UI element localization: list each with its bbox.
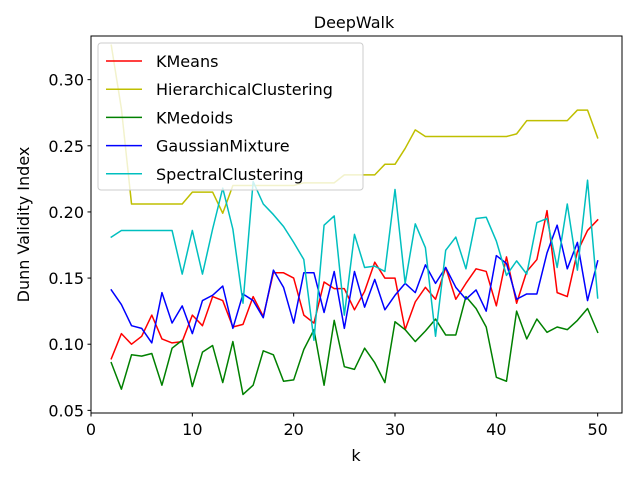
legend-label-4: SpectralClustering: [156, 165, 304, 184]
series-line-2: [110, 295, 599, 396]
plot-frame: [90, 35, 623, 414]
legend-label-1: HierarchicalClustering: [156, 80, 333, 99]
y-tick-label-0: 0.05: [48, 401, 84, 420]
y-tick-label-2: 0.15: [48, 269, 84, 288]
x-tick-label-5: 50: [587, 420, 607, 439]
y-axis: 0.05 0.10 0.15 0.20 0.25 0.30: [48, 71, 91, 420]
y-tick-label-5: 0.30: [48, 71, 84, 90]
x-tick-label-1: 10: [182, 420, 202, 439]
legend: KMeans HierarchicalClustering KMedoids Gaus…: [97, 42, 364, 191]
x-axis-title: k: [351, 446, 361, 465]
y-axis-title: Dunn Validity Index: [14, 147, 33, 303]
x-tick-label-4: 40: [486, 420, 506, 439]
y-tick-label-1: 0.10: [48, 335, 84, 354]
x-axis: 0 10 20 30 40 50: [86, 413, 608, 439]
y-tick-label-4: 0.25: [48, 137, 84, 156]
series-line-0: [110, 209, 599, 360]
x-tick-label-2: 20: [283, 420, 303, 439]
series-line-3: [110, 224, 599, 344]
y-tick-label-3: 0.20: [48, 203, 84, 222]
legend-label-2: KMedoids: [156, 108, 233, 127]
legend-label-0: KMeans: [156, 52, 218, 71]
series-line-4: [110, 179, 599, 341]
x-tick-label-0: 0: [86, 420, 96, 439]
legend-label-3: GaussianMixture: [156, 137, 290, 156]
x-tick-label-3: 30: [385, 420, 405, 439]
legend-box: [97, 42, 364, 191]
chart-title: DeepWalk: [314, 13, 395, 32]
